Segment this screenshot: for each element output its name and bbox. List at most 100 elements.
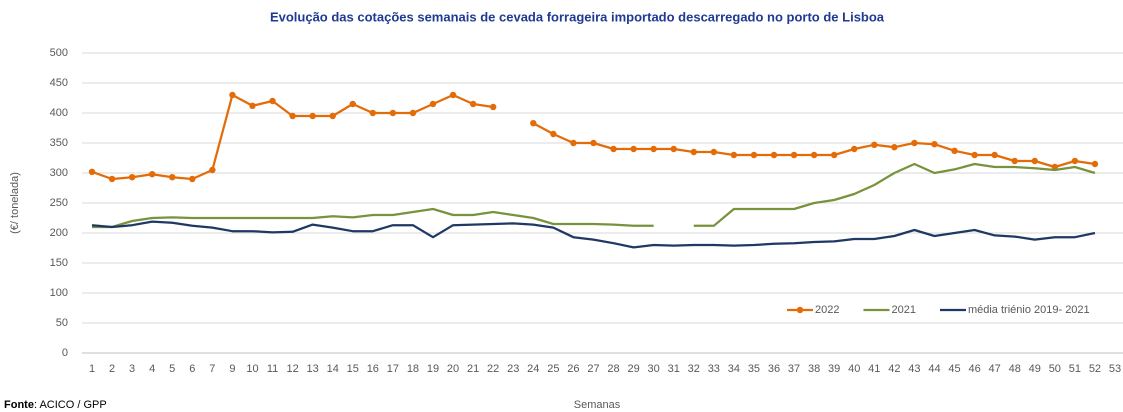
marker	[108, 175, 116, 183]
legend-marker	[796, 306, 804, 314]
marker	[790, 151, 798, 159]
marker	[530, 120, 537, 127]
x-tick-label: 11	[267, 363, 278, 375]
marker	[891, 144, 898, 151]
marker	[1011, 157, 1018, 165]
x-tick-label: 6	[189, 363, 195, 375]
x-tick-label: 26	[567, 363, 579, 375]
x-tick-label: 34	[728, 363, 740, 375]
x-tick-label: 23	[507, 363, 519, 375]
marker	[1091, 160, 1099, 168]
x-tick-label: 24	[527, 363, 539, 375]
marker	[189, 175, 196, 183]
x-tick-label: 9	[229, 363, 235, 375]
x-tick-label: 36	[768, 363, 780, 375]
x-axis-label: Semanas	[574, 399, 621, 411]
x-tick-label: 10	[246, 363, 258, 375]
marker	[148, 171, 156, 178]
x-tick-label: 5	[169, 363, 175, 375]
x-tick-label: 28	[607, 363, 619, 375]
x-tick-label: 15	[347, 363, 359, 375]
marker	[389, 109, 397, 117]
source-text: : ACICO / GPP	[34, 399, 107, 411]
x-tick-label: 52	[1089, 363, 1101, 375]
marker	[550, 130, 557, 138]
x-tick-label: 41	[868, 363, 880, 375]
x-tick-label: 40	[848, 363, 860, 375]
marker	[289, 112, 296, 120]
x-tick-label: 21	[467, 363, 479, 375]
y-tick-label: 250	[50, 197, 68, 209]
y-tick-label: 200	[50, 227, 68, 239]
x-tick-label: 33	[708, 363, 720, 375]
marker	[911, 139, 918, 147]
marker	[610, 145, 617, 153]
x-tick-label: 19	[427, 363, 439, 375]
marker	[951, 147, 958, 154]
marker	[710, 148, 718, 156]
x-tick-label: 53	[1109, 363, 1121, 375]
marker	[931, 141, 938, 148]
x-tick-label: 27	[587, 363, 599, 375]
x-tick-label: 25	[547, 363, 559, 375]
marker	[630, 145, 637, 153]
marker	[810, 151, 818, 159]
x-tick-label: 20	[447, 363, 459, 375]
series-line	[91, 93, 1096, 181]
y-tick-label: 300	[50, 167, 68, 179]
marker	[88, 168, 96, 175]
marker	[750, 151, 758, 159]
x-tick-label: 17	[387, 363, 399, 375]
marker	[971, 151, 978, 159]
x-tick-label: 7	[209, 363, 215, 375]
marker	[169, 174, 176, 181]
x-tick-label: 49	[1029, 363, 1041, 375]
y-tick-label: 450	[50, 77, 68, 89]
marker	[650, 145, 657, 153]
x-tick-label: 4	[149, 363, 155, 375]
x-tick-label: 39	[828, 363, 840, 375]
y-tick-label: 400	[50, 107, 68, 119]
marker	[329, 112, 336, 120]
x-tick-label: 2	[109, 363, 115, 375]
x-tick-label: 50	[1049, 363, 1061, 375]
marker	[690, 148, 697, 156]
x-tick-label: 46	[968, 363, 980, 375]
marker	[349, 100, 356, 108]
y-axis-label: (€/ tonelada)	[9, 172, 21, 234]
series-line	[92, 162, 1096, 229]
x-tick-label: 14	[327, 363, 339, 375]
marker	[489, 103, 497, 111]
marker	[1031, 157, 1038, 165]
x-tick-label: 48	[1009, 363, 1021, 375]
x-tick-label: 37	[788, 363, 800, 375]
marker	[730, 151, 738, 159]
legend-label: média triénio 2019- 2021	[968, 304, 1090, 316]
marker	[670, 145, 677, 153]
y-tick-label: 50	[56, 317, 68, 329]
x-tick-label: 31	[668, 363, 680, 375]
chart-title: Evolução das cotações semanais de cevada…	[270, 9, 885, 24]
marker	[309, 112, 316, 120]
marker	[830, 151, 838, 159]
x-tick-label: 16	[367, 363, 379, 375]
marker	[871, 141, 878, 148]
marker	[1071, 157, 1079, 165]
marker	[851, 145, 858, 153]
marker	[770, 151, 778, 159]
x-tick-label: 30	[648, 363, 660, 375]
legend-label: 2021	[891, 304, 915, 316]
x-tick-label: 3	[129, 363, 135, 375]
marker	[429, 100, 437, 108]
x-tick-label: 18	[407, 363, 419, 375]
y-tick-label: 350	[50, 137, 68, 149]
x-tick-label: 44	[928, 363, 940, 375]
marker	[449, 91, 457, 99]
x-tick-label: 45	[948, 363, 960, 375]
x-tick-label: 13	[307, 363, 319, 375]
x-tick-label: 35	[748, 363, 760, 375]
x-tick-label: 1	[89, 363, 95, 375]
marker	[570, 139, 577, 147]
y-tick-label: 100	[50, 287, 68, 299]
x-tick-label: 47	[989, 363, 1001, 375]
